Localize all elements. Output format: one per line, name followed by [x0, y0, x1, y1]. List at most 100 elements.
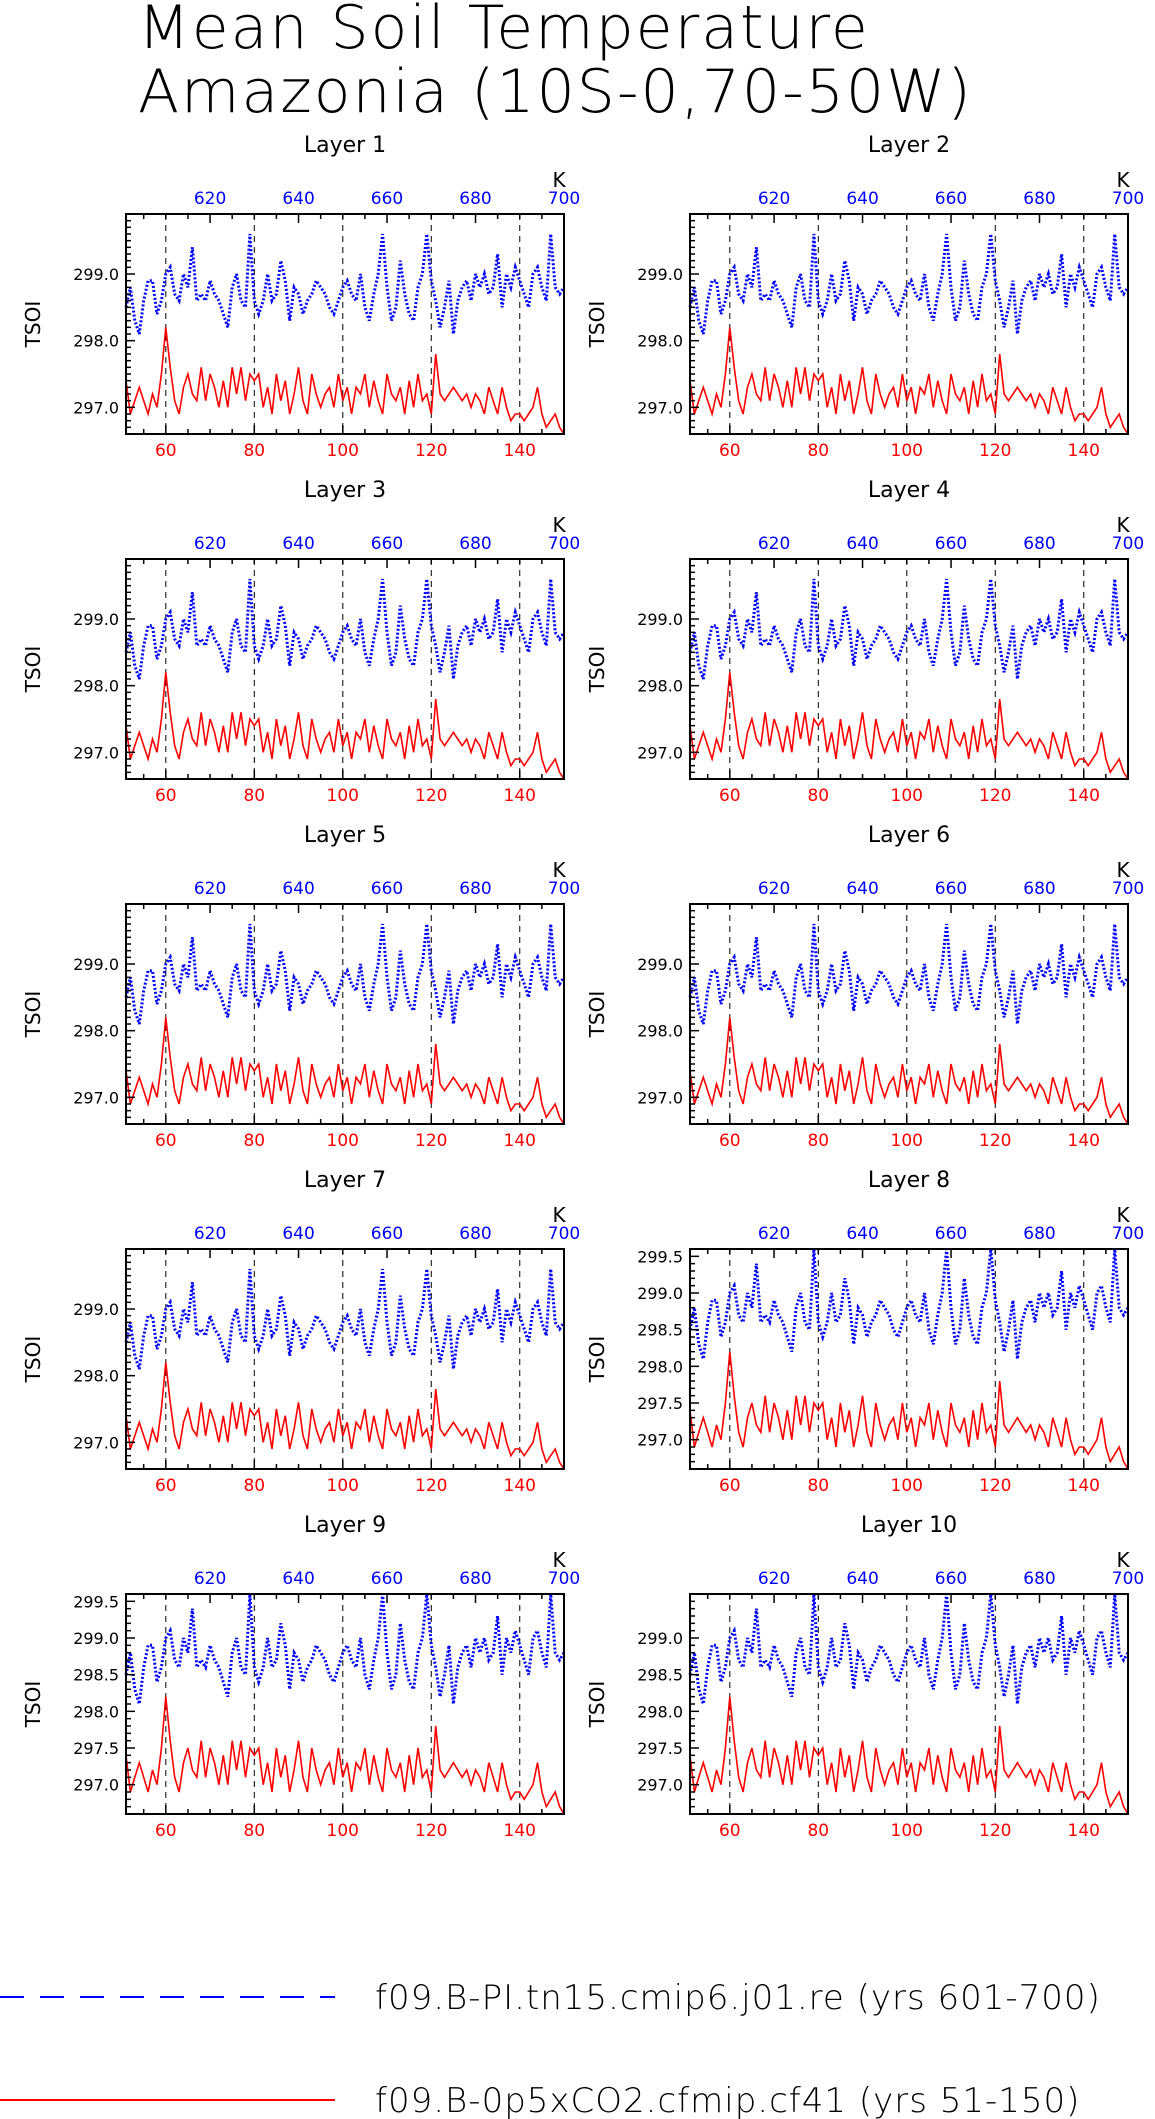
x-bottom-tick-label: 80 — [807, 1821, 829, 1841]
series-line-pi — [688, 578, 1130, 680]
series-line-pi — [124, 233, 566, 335]
x-top-tick-label: 700 — [1112, 189, 1144, 209]
y-axis-title: TSOI — [585, 1681, 609, 1729]
series-line-pi — [688, 923, 1130, 1025]
y-tick-label: 297.0 — [637, 1776, 683, 1795]
x-top-tick-label: 700 — [1112, 1569, 1144, 1589]
y-tick-label: 298.0 — [637, 1022, 683, 1041]
x-top-tick-label: 680 — [1023, 534, 1055, 554]
x-bottom-tick-label: 80 — [807, 786, 829, 806]
x-bottom-tick-label: 80 — [807, 1476, 829, 1496]
plot-frame — [125, 1248, 565, 1470]
x-top-tick-label: 660 — [371, 189, 403, 209]
y-tick-label: 297.5 — [637, 1394, 683, 1413]
plot-frame — [125, 213, 565, 435]
x-bottom-tick-label: 80 — [243, 1821, 265, 1841]
x-top-tick-label: 620 — [758, 1569, 790, 1589]
y-tick-label: 297.0 — [73, 1776, 119, 1795]
x-top-tick-label: 680 — [459, 1569, 491, 1589]
x-top-tick-label: 680 — [1023, 1224, 1055, 1244]
plot-frame — [689, 558, 1129, 780]
y-tick-label: 298.0 — [637, 677, 683, 696]
x-bottom-tick-label: 120 — [415, 1131, 447, 1151]
y-axis-title: TSOI — [585, 646, 609, 694]
x-top-tick-label: 640 — [282, 1569, 314, 1589]
x-top-tick-label: 620 — [758, 189, 790, 209]
x-top-tick-label: 620 — [194, 1224, 226, 1244]
x-top-tick-label: 700 — [1112, 1224, 1144, 1244]
y-tick-label: 297.0 — [73, 1088, 119, 1107]
x-top-unit-label: K — [552, 1203, 566, 1227]
x-top-unit-label: K — [552, 168, 566, 192]
y-tick-label: 298.0 — [73, 677, 119, 696]
x-top-tick-label: 660 — [935, 534, 967, 554]
x-bottom-tick-label: 100 — [891, 1131, 923, 1151]
series-line-pi — [124, 923, 566, 1025]
y-tick-label: 298.0 — [73, 1367, 119, 1386]
x-top-tick-label: 660 — [371, 534, 403, 554]
series-line-0p5xco2 — [689, 327, 1129, 435]
x-bottom-tick-label: 100 — [327, 1476, 359, 1496]
x-top-tick-label: 660 — [935, 879, 967, 899]
x-top-tick-label: 700 — [548, 1569, 580, 1589]
panel-title: Layer 6 — [868, 823, 950, 848]
y-tick-label: 299.0 — [73, 1629, 119, 1648]
x-bottom-tick-label: 60 — [719, 1476, 741, 1496]
y-tick-label: 298.0 — [73, 1702, 119, 1721]
y-tick-label: 298.0 — [73, 1022, 119, 1041]
x-bottom-tick-label: 60 — [155, 786, 177, 806]
series-line-0p5xco2 — [125, 1696, 565, 1815]
x-top-tick-label: 660 — [935, 189, 967, 209]
x-top-unit-label: K — [552, 513, 566, 537]
x-bottom-tick-label: 80 — [243, 786, 265, 806]
x-top-unit-label: K — [552, 858, 566, 882]
x-bottom-tick-label: 100 — [891, 441, 923, 461]
x-top-tick-label: 620 — [194, 534, 226, 554]
x-top-tick-label: 660 — [371, 1569, 403, 1589]
y-tick-label: 298.0 — [637, 1702, 683, 1721]
y-tick-label: 297.0 — [637, 398, 683, 417]
x-bottom-tick-label: 140 — [1068, 441, 1100, 461]
x-bottom-tick-label: 60 — [719, 1821, 741, 1841]
x-bottom-tick-label: 80 — [243, 1131, 265, 1151]
y-axis-title: TSOI — [585, 301, 609, 349]
x-top-tick-label: 700 — [1112, 879, 1144, 899]
x-top-tick-label: 640 — [846, 189, 878, 209]
series-line-0p5xco2 — [689, 1696, 1129, 1815]
x-top-tick-label: 700 — [548, 1224, 580, 1244]
x-bottom-tick-label: 60 — [155, 1821, 177, 1841]
plot-frame — [125, 558, 565, 780]
y-tick-label: 297.0 — [637, 1431, 683, 1450]
panel-title: Layer 5 — [304, 823, 386, 848]
x-top-tick-label: 620 — [194, 879, 226, 899]
y-tick-label: 299.0 — [637, 955, 683, 974]
series-line-0p5xco2 — [689, 1017, 1129, 1125]
y-tick-label: 299.0 — [73, 955, 119, 974]
plot-frame — [125, 903, 565, 1125]
x-bottom-tick-label: 140 — [504, 1131, 536, 1151]
y-tick-label: 297.0 — [73, 1433, 119, 1452]
y-tick-label: 298.0 — [637, 332, 683, 351]
panel-title: Layer 10 — [861, 1513, 957, 1538]
x-bottom-tick-label: 60 — [155, 441, 177, 461]
panel-title: Layer 9 — [304, 1513, 386, 1538]
x-top-unit-label: K — [552, 1548, 566, 1572]
y-tick-label: 297.5 — [73, 1739, 119, 1758]
x-top-tick-label: 680 — [1023, 1569, 1055, 1589]
x-top-tick-label: 680 — [459, 879, 491, 899]
x-top-tick-label: 680 — [1023, 879, 1055, 899]
figure-title-line2: Amazonia (10S-0,70-50W) — [138, 57, 973, 127]
x-bottom-tick-label: 100 — [327, 786, 359, 806]
x-top-tick-label: 660 — [371, 879, 403, 899]
x-top-tick-label: 640 — [846, 1224, 878, 1244]
x-top-tick-label: 660 — [371, 1224, 403, 1244]
x-bottom-tick-label: 140 — [1068, 1476, 1100, 1496]
x-bottom-tick-label: 80 — [807, 441, 829, 461]
